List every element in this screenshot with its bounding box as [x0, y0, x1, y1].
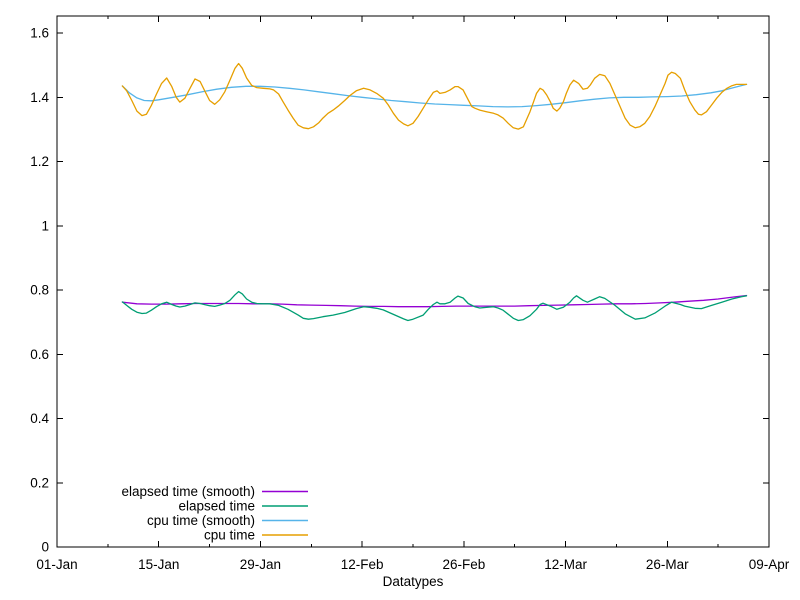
series-line-cpu-time-smooth- [121, 83, 748, 108]
x-axis-title: Datatypes [383, 574, 444, 589]
series-line-cpu-time [121, 62, 748, 130]
legend-label-1: elapsed time [178, 499, 255, 514]
y-tick-label: 1.6 [30, 26, 49, 41]
data-series [121, 62, 748, 322]
y-tick-label: 0.2 [30, 475, 49, 490]
y-tick-label: 1 [41, 218, 49, 233]
y-tick-label: 0 [41, 540, 49, 555]
y-axis-tick-labels: 0 0.2 0.4 0.6 0.8 1 1.2 1.4 1.6 [30, 26, 49, 555]
legend-label-3: cpu time [204, 528, 255, 543]
x-axis-tick-labels: 01-Jan 15-Jan 29-Jan 12-Feb 26-Feb 12-Mar 26-M… [36, 557, 789, 572]
y-tick-label: 0.4 [30, 411, 49, 426]
legend-label-2: cpu time (smooth) [147, 513, 255, 528]
axis-ticks [56, 16, 770, 548]
x-tick-label: 12-Feb [341, 557, 384, 572]
x-tick-label: 26-Feb [442, 557, 485, 572]
y-tick-label: 1.4 [30, 90, 49, 105]
y-tick-label: 0.6 [30, 347, 49, 362]
x-tick-label: 09-Apr [749, 557, 790, 572]
x-tick-label: 12-Mar [544, 557, 587, 572]
legend-label-0: elapsed time (smooth) [121, 484, 255, 499]
x-tick-label: 01-Jan [36, 557, 77, 572]
series-line-elapsed-time [121, 290, 748, 322]
plot-border [56, 15, 770, 548]
y-tick-label: 0.8 [30, 283, 49, 298]
x-tick-label: 29-Jan [240, 557, 281, 572]
x-tick-label: 15-Jan [138, 557, 179, 572]
series-line-elapsed-time-smooth- [121, 294, 748, 308]
x-tick-label: 26-Mar [646, 557, 689, 572]
y-tick-label: 1.2 [30, 154, 49, 169]
